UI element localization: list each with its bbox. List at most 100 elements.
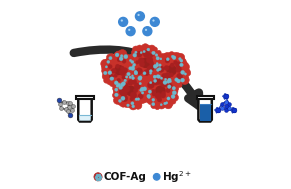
Circle shape <box>150 53 153 57</box>
Circle shape <box>129 54 136 60</box>
Circle shape <box>157 71 165 79</box>
Circle shape <box>145 29 147 31</box>
Circle shape <box>123 71 131 80</box>
FancyArrowPatch shape <box>74 50 199 106</box>
Circle shape <box>124 103 129 108</box>
Circle shape <box>149 61 154 65</box>
Circle shape <box>139 79 145 85</box>
Circle shape <box>147 97 155 105</box>
Text: COF-Ag: COF-Ag <box>104 172 146 182</box>
Circle shape <box>126 71 134 79</box>
Circle shape <box>156 50 161 55</box>
Circle shape <box>133 63 136 66</box>
Circle shape <box>143 27 152 36</box>
Circle shape <box>171 94 178 101</box>
Circle shape <box>140 89 142 91</box>
Circle shape <box>157 75 161 78</box>
Circle shape <box>151 103 157 108</box>
Circle shape <box>156 76 162 82</box>
Circle shape <box>129 59 132 62</box>
Circle shape <box>143 70 150 76</box>
Circle shape <box>130 68 136 75</box>
Circle shape <box>133 72 139 77</box>
Circle shape <box>159 65 163 70</box>
Circle shape <box>140 87 144 91</box>
Circle shape <box>162 91 165 95</box>
Circle shape <box>173 60 178 64</box>
Circle shape <box>131 60 134 64</box>
Circle shape <box>153 80 159 85</box>
Circle shape <box>135 98 138 101</box>
Circle shape <box>156 78 162 84</box>
Circle shape <box>109 74 114 79</box>
Circle shape <box>124 54 128 59</box>
Circle shape <box>175 62 182 68</box>
Circle shape <box>139 97 146 103</box>
Circle shape <box>137 14 140 16</box>
Circle shape <box>156 75 161 80</box>
Circle shape <box>166 65 177 76</box>
Circle shape <box>136 51 142 57</box>
FancyBboxPatch shape <box>200 104 211 121</box>
Circle shape <box>153 174 160 180</box>
Circle shape <box>182 61 187 67</box>
Circle shape <box>166 88 170 93</box>
Circle shape <box>101 59 110 68</box>
Circle shape <box>150 17 159 26</box>
Circle shape <box>169 80 171 83</box>
Circle shape <box>171 99 176 104</box>
Circle shape <box>155 93 162 99</box>
Circle shape <box>165 102 168 104</box>
Circle shape <box>113 89 119 94</box>
Circle shape <box>121 95 128 102</box>
Circle shape <box>148 96 150 98</box>
Circle shape <box>122 54 130 62</box>
Circle shape <box>114 74 118 77</box>
Circle shape <box>169 80 177 88</box>
Circle shape <box>143 85 149 92</box>
PathPatch shape <box>78 97 92 122</box>
Circle shape <box>145 95 152 103</box>
Circle shape <box>127 64 132 70</box>
Circle shape <box>114 81 118 85</box>
Circle shape <box>126 78 134 86</box>
Circle shape <box>148 45 156 52</box>
Circle shape <box>119 17 128 26</box>
Circle shape <box>131 66 135 70</box>
Circle shape <box>180 63 189 71</box>
Circle shape <box>146 74 154 83</box>
Circle shape <box>115 88 118 91</box>
Circle shape <box>162 73 166 78</box>
Circle shape <box>148 90 152 93</box>
Circle shape <box>164 102 166 105</box>
Circle shape <box>179 58 186 66</box>
Circle shape <box>157 53 162 58</box>
Circle shape <box>168 52 175 58</box>
Circle shape <box>145 75 176 106</box>
Circle shape <box>152 47 157 52</box>
Circle shape <box>156 64 159 67</box>
Circle shape <box>136 60 139 64</box>
Circle shape <box>135 12 144 21</box>
Circle shape <box>130 73 138 81</box>
Circle shape <box>176 53 185 62</box>
Circle shape <box>150 81 152 84</box>
Circle shape <box>110 77 113 80</box>
Circle shape <box>139 61 145 67</box>
Circle shape <box>170 63 175 67</box>
Circle shape <box>150 74 156 80</box>
Circle shape <box>132 77 134 80</box>
Circle shape <box>168 83 174 88</box>
Circle shape <box>167 97 170 100</box>
Circle shape <box>104 55 135 86</box>
Circle shape <box>156 66 162 71</box>
Circle shape <box>172 91 176 95</box>
Circle shape <box>157 101 166 109</box>
Circle shape <box>171 88 178 95</box>
Circle shape <box>117 98 124 105</box>
FancyBboxPatch shape <box>196 96 214 99</box>
Circle shape <box>125 76 128 78</box>
Circle shape <box>140 46 145 52</box>
Circle shape <box>115 53 119 57</box>
Circle shape <box>130 97 134 101</box>
